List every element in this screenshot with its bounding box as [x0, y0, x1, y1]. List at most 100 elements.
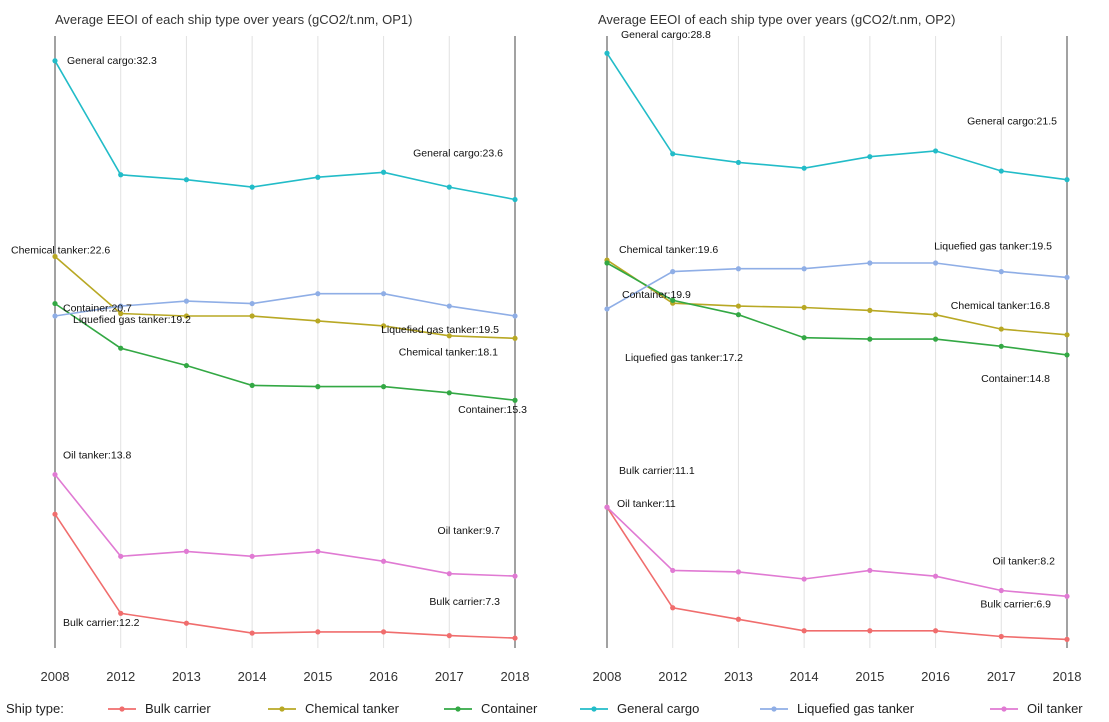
legend-label: Liquefied gas tanker [797, 701, 915, 716]
x-tick-label: 2008 [593, 669, 622, 684]
data-point-oil-tanker [932, 573, 939, 579]
annotation-label: Chemical tanker:16.8 [951, 300, 1050, 312]
data-point-bulk-carrier [380, 629, 387, 635]
x-tick-label: 2017 [435, 669, 464, 684]
chart-title: Average EEOI of each ship type over year… [598, 12, 955, 27]
data-point-bulk-carrier [801, 628, 807, 634]
annotation-label: General cargo:32.3 [67, 55, 157, 67]
data-point-liquefied-gas-tanker [735, 266, 742, 272]
annotation-label: Oil tanker:13.8 [63, 450, 131, 462]
data-point-bulk-carrier [446, 633, 452, 639]
chart-panel-2: Average EEOI of each ship type over year… [593, 12, 1082, 684]
data-point-chemical-tanker [998, 326, 1004, 332]
x-tick-label: 2014 [790, 669, 819, 684]
data-point-oil-tanker [118, 553, 124, 559]
data-point-general-cargo [512, 196, 518, 203]
data-point-oil-tanker [801, 576, 807, 582]
data-point-bulk-carrier [118, 610, 124, 616]
annotation-label: General cargo:21.5 [967, 116, 1057, 128]
data-point-container [512, 397, 518, 403]
series-line-oil-tanker [606, 506, 1068, 598]
data-point-chemical-tanker [867, 307, 873, 313]
data-point-container [735, 312, 742, 318]
annotation-label: Container:20.7 [63, 303, 132, 315]
series-line-liquefied-gas-tanker [54, 292, 516, 317]
x-tick-label: 2017 [987, 669, 1016, 684]
series-line-general-cargo [606, 52, 1068, 181]
legend-item-container: Container [444, 701, 538, 716]
legend-swatch-point [1001, 706, 1007, 712]
data-point-oil-tanker [670, 567, 676, 574]
data-point-chemical-tanker [118, 310, 124, 317]
data-point-general-cargo [380, 169, 387, 175]
annotation-label: Oil tanker:9.7 [438, 525, 501, 537]
x-tick-label: 2015 [855, 669, 884, 684]
data-point-bulk-carrier [998, 633, 1004, 640]
legend-item-liquefied-gas-tanker: Liquefied gas tanker [760, 701, 915, 716]
legend-swatch-point [119, 706, 125, 712]
data-point-bulk-carrier [735, 616, 742, 622]
data-point-chemical-tanker [249, 313, 255, 319]
x-tick-label: 2012 [106, 669, 135, 684]
data-point-liquefied-gas-tanker [1064, 274, 1070, 280]
data-point-general-cargo [118, 172, 124, 178]
annotation-label: Bulk carrier:12.2 [63, 617, 140, 629]
data-point-container [380, 383, 387, 390]
data-point-bulk-carrier [183, 620, 190, 626]
x-tick-label: 2015 [303, 669, 332, 684]
data-point-chemical-tanker [183, 313, 190, 319]
legend-item-oil-tanker: Oil tanker [990, 701, 1083, 716]
annotation-label: General cargo:28.8 [621, 29, 711, 41]
annotation-label: Chemical tanker:22.6 [11, 245, 110, 257]
annotation-label: Bulk carrier:6.9 [980, 598, 1051, 610]
legend: Ship type: Bulk carrier Chemical tanker Con… [6, 701, 1083, 716]
data-point-bulk-carrier [932, 628, 939, 634]
legend-title: Ship type: [6, 701, 64, 716]
data-point-general-cargo [249, 184, 255, 190]
data-point-container [446, 390, 452, 396]
legend-swatch-point [771, 706, 777, 712]
data-point-oil-tanker [52, 471, 58, 478]
series-line-oil-tanker [54, 474, 516, 577]
data-point-liquefied-gas-tanker [801, 266, 807, 272]
x-tick-label: 2013 [724, 669, 753, 684]
data-point-liquefied-gas-tanker [118, 303, 124, 309]
data-point-liquefied-gas-tanker [380, 291, 387, 297]
data-point-bulk-carrier [867, 628, 873, 634]
x-tick-label: 2018 [1053, 669, 1082, 684]
x-tick-label: 2012 [658, 669, 687, 684]
data-point-general-cargo [183, 177, 190, 183]
data-point-container [604, 260, 610, 266]
x-tick-label: 2014 [238, 669, 267, 684]
legend-label: Bulk carrier [145, 701, 211, 716]
chart-title: Average EEOI of each ship type over year… [55, 12, 412, 27]
data-point-bulk-carrier [512, 635, 518, 641]
data-point-oil-tanker [867, 567, 873, 574]
series-line-general-cargo [54, 60, 516, 201]
legend-label: General cargo [617, 701, 699, 716]
annotation-label: Liquefied gas tanker:19.5 [381, 324, 499, 336]
data-point-oil-tanker [512, 573, 518, 579]
annotation-label: Oil tanker:11 [617, 498, 676, 510]
legend-label: Container [481, 701, 538, 716]
chart-panel-1: Average EEOI of each ship type over year… [11, 12, 529, 684]
annotation-label: Chemical tanker:19.6 [619, 244, 718, 256]
data-point-container [52, 300, 58, 307]
data-point-oil-tanker [183, 548, 190, 554]
x-tick-label: 2016 [921, 669, 950, 684]
data-point-general-cargo [735, 159, 742, 166]
data-point-general-cargo [867, 154, 873, 160]
data-point-container [249, 382, 255, 388]
data-point-liquefied-gas-tanker [315, 291, 321, 297]
data-point-chemical-tanker [1064, 332, 1070, 338]
data-point-container [315, 383, 321, 390]
data-point-oil-tanker [1064, 593, 1070, 599]
data-point-chemical-tanker [932, 312, 939, 318]
data-point-chemical-tanker [380, 323, 387, 329]
annotation-label: Bulk carrier:11.1 [619, 465, 695, 477]
data-point-liquefied-gas-tanker [512, 313, 518, 319]
x-tick-label: 2008 [41, 669, 70, 684]
annotation-label: Liquefied gas tanker:19.2 [73, 314, 191, 326]
